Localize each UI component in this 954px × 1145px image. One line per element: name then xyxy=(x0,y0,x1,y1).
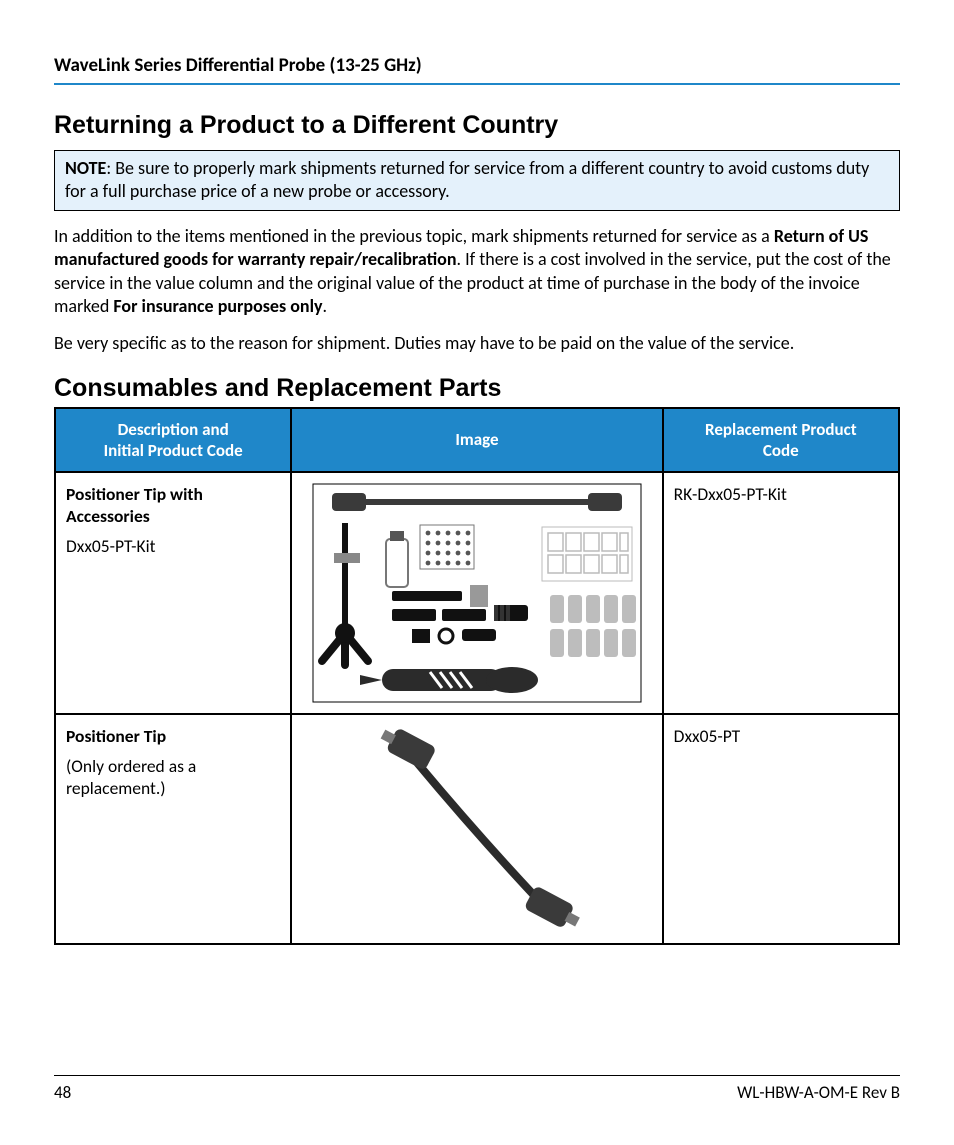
note-text: : Be sure to properly mark shipments ret… xyxy=(65,157,869,202)
parts-table: Description and Initial Product Code Ima… xyxy=(54,407,900,946)
desc-sub-0: Dxx05-PT-Kit xyxy=(66,535,280,557)
cell-desc-0: Positioner Tip with Accessories Dxx05-PT… xyxy=(55,472,291,714)
col-header-desc-text: Description and Initial Product Code xyxy=(104,419,243,461)
para1-part-a: In addition to the items mentioned in th… xyxy=(54,225,774,247)
heading-consumables: Consumables and Replacement Parts xyxy=(54,374,900,403)
note-box: NOTE: Be sure to properly mark shipments… xyxy=(54,150,900,211)
col-header-desc: Description and Initial Product Code xyxy=(55,408,291,473)
kit-image-icon xyxy=(312,483,642,703)
cell-image-0 xyxy=(291,472,662,714)
paragraph-1: In addition to the items mentioned in th… xyxy=(54,225,900,319)
table-header-row: Description and Initial Product Code Ima… xyxy=(55,408,899,473)
col-header-code: Replacement Product Code xyxy=(663,408,899,473)
tip-image-icon xyxy=(347,725,607,933)
desc-sub-1: (Only ordered as a replacement.) xyxy=(66,755,280,799)
page-header: WaveLink Series Differential Probe (13-2… xyxy=(54,54,900,85)
page-number: 48 xyxy=(54,1082,71,1103)
cell-desc-1: Positioner Tip (Only ordered as a replac… xyxy=(55,714,291,944)
desc-title-0: Positioner Tip with Accessories xyxy=(66,483,280,527)
col-header-image: Image xyxy=(291,408,662,473)
page-footer: 48 WL-HBW-A-OM-E Rev B xyxy=(54,1075,900,1103)
col-header-code-text: Replacement Product Code xyxy=(705,419,857,461)
heading-returning: Returning a Product to a Different Count… xyxy=(54,111,900,140)
para1-part-d: For insurance purposes only xyxy=(113,295,322,317)
page-container: WaveLink Series Differential Probe (13-2… xyxy=(0,0,954,1145)
paragraph-2: Be very specific as to the reason for sh… xyxy=(54,332,900,355)
cell-code-0: RK-Dxx05-PT-Kit xyxy=(663,472,899,714)
cell-code-1: Dxx05-PT xyxy=(663,714,899,944)
desc-title-1: Positioner Tip xyxy=(66,725,280,747)
para1-part-e: . xyxy=(323,295,328,317)
note-label: NOTE xyxy=(65,157,106,179)
doc-id: WL-HBW-A-OM-E Rev B xyxy=(737,1082,900,1103)
table-row: Positioner Tip (Only ordered as a replac… xyxy=(55,714,899,944)
table-row: Positioner Tip with Accessories Dxx05-PT… xyxy=(55,472,899,714)
cell-image-1 xyxy=(291,714,662,944)
